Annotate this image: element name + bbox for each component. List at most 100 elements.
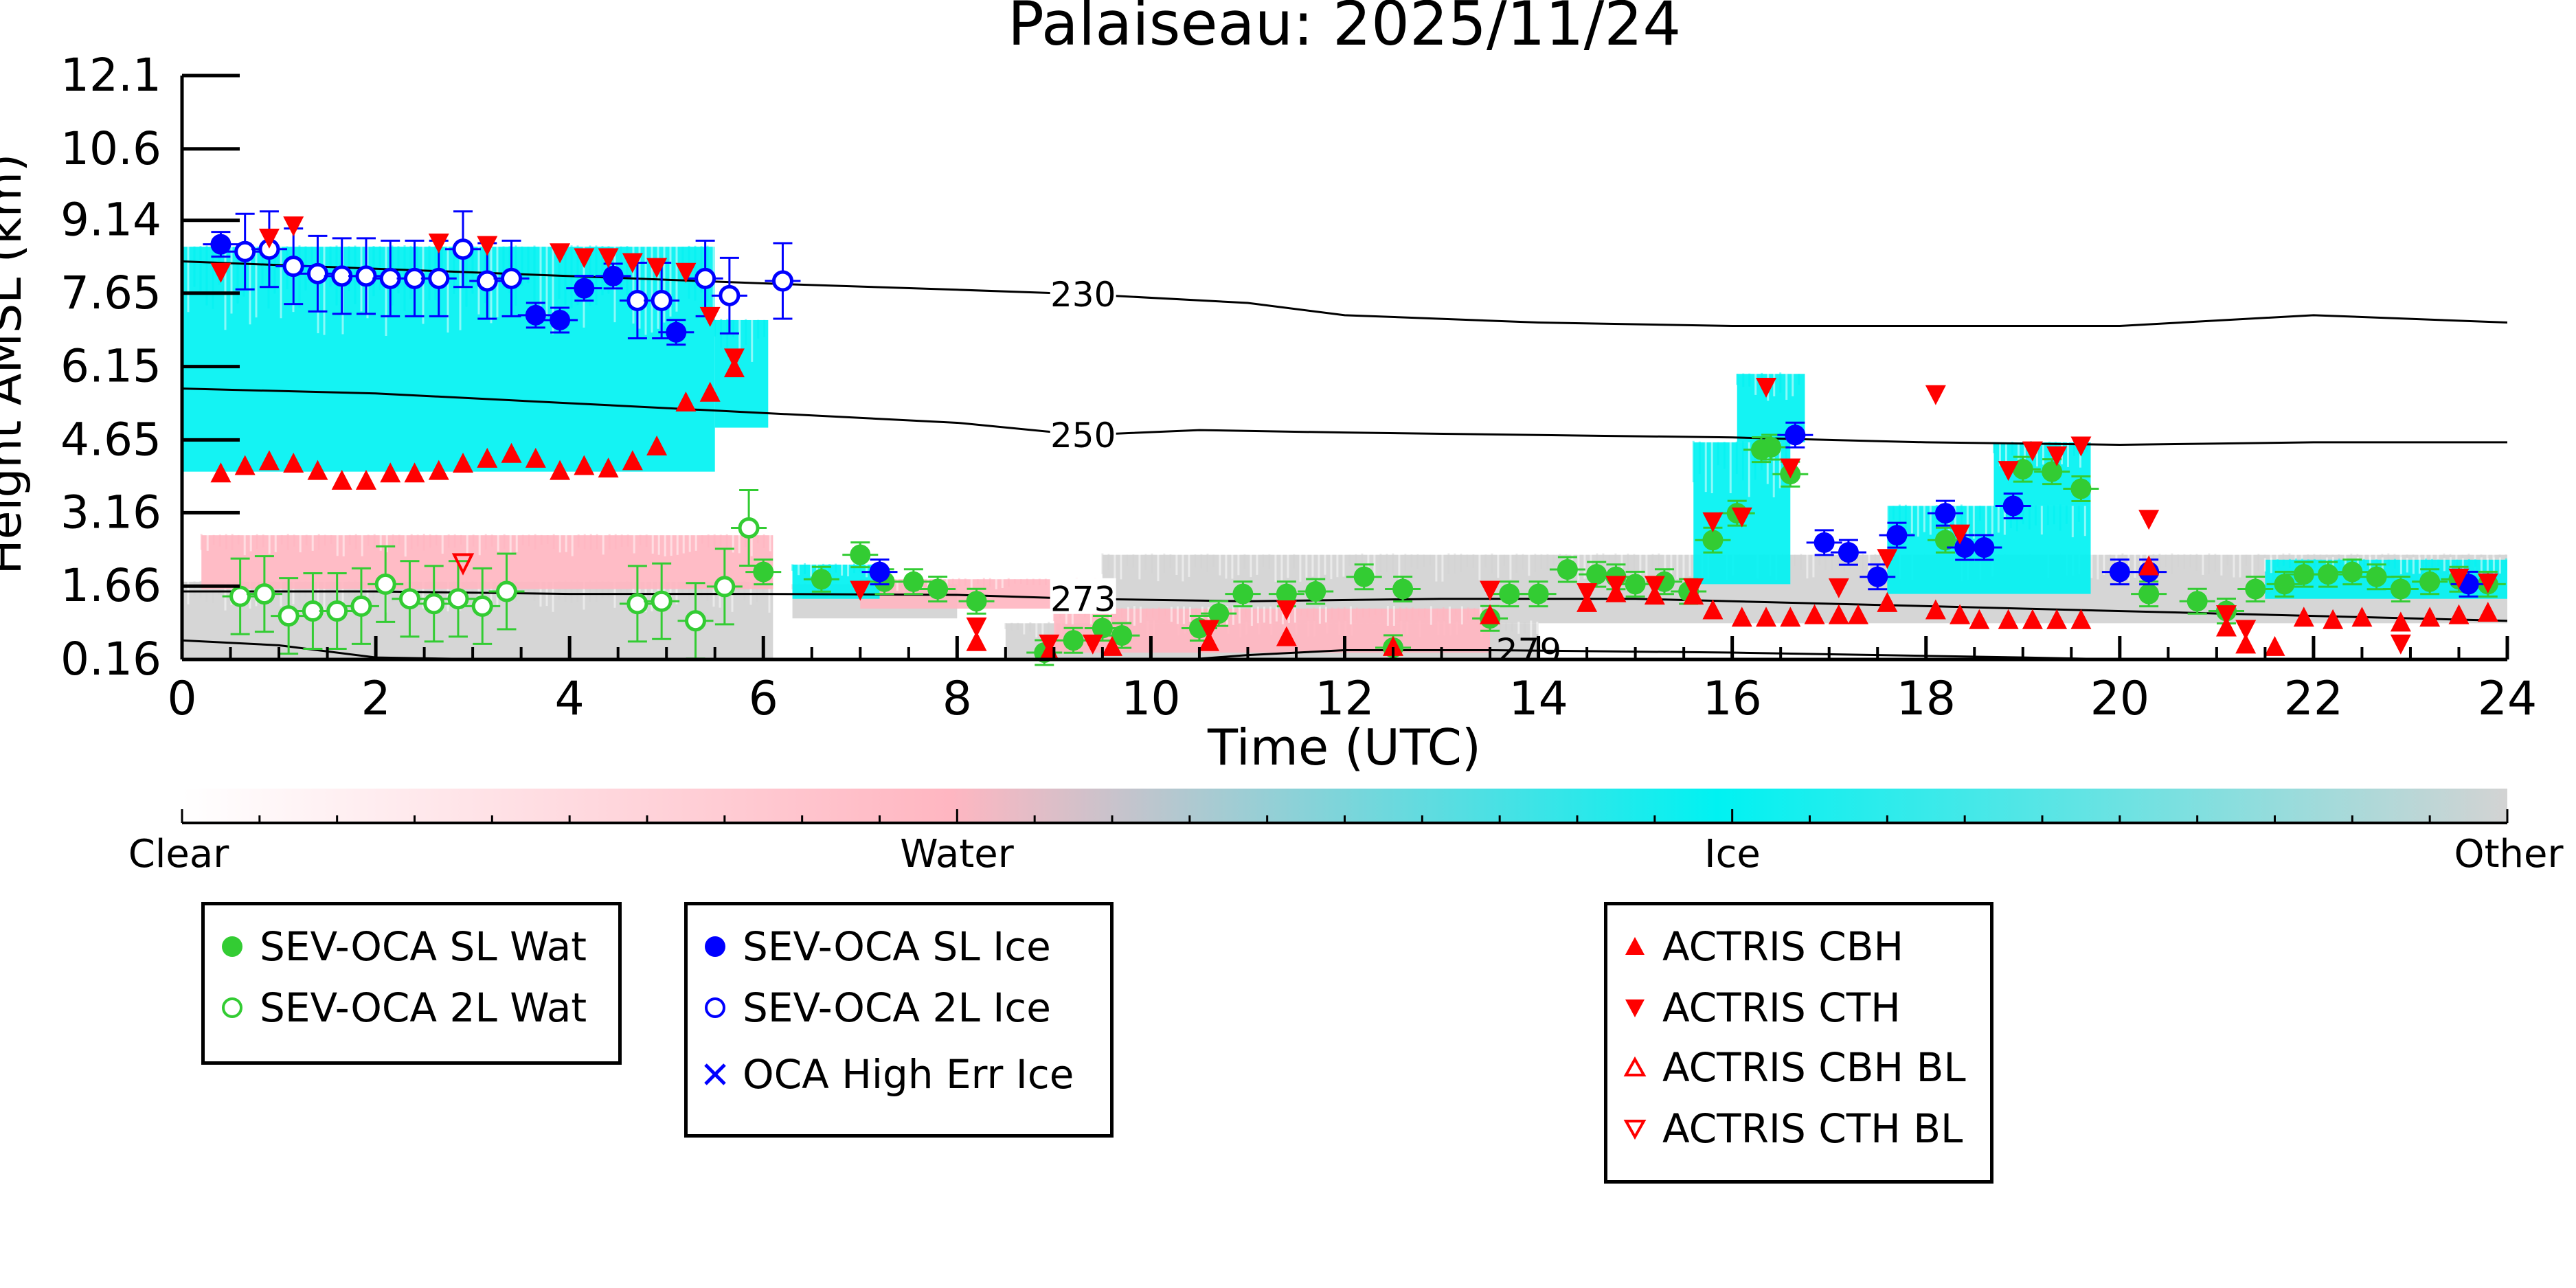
data-point (2138, 510, 2160, 530)
x-tick-label: 20 (2090, 672, 2150, 726)
data-point (1702, 599, 1724, 620)
data-point (626, 289, 648, 311)
data-point (2012, 459, 2033, 480)
data-point (927, 578, 949, 600)
data-point (651, 289, 673, 311)
data-point (331, 469, 352, 490)
data-point (1934, 503, 1956, 524)
data-point (2138, 583, 2160, 605)
data-point (282, 256, 304, 278)
data-point (1480, 580, 1501, 601)
data-point (453, 452, 474, 473)
isotherm-label-bg (1050, 273, 1116, 310)
data-point (210, 262, 231, 283)
data-point (2293, 607, 2314, 627)
data-point (1625, 574, 1646, 595)
legend-water: SEV-OCA SL Wat SEV-OCA 2L Wat (201, 902, 622, 1065)
data-point (1969, 609, 1990, 629)
data-point (574, 248, 595, 269)
isotherm-250 (182, 387, 2507, 446)
data-point (1199, 620, 1220, 640)
data-point (2046, 446, 2068, 466)
isotherm-label-bg (1050, 414, 1116, 451)
data-point (574, 278, 595, 299)
data-point (302, 600, 324, 622)
data-point (234, 455, 256, 475)
x-axis-label: Time (UTC) (1207, 719, 1481, 776)
data-point (2342, 561, 2363, 583)
data-point (477, 236, 498, 256)
data-point (550, 309, 571, 330)
data-point (379, 267, 401, 289)
data-point (694, 267, 716, 289)
data-point (1208, 603, 1230, 624)
data-point (723, 348, 745, 369)
data-point (1039, 634, 1060, 655)
data-point (1111, 625, 1133, 646)
data-point (1557, 559, 1578, 580)
data-point (2293, 564, 2314, 585)
data-point (699, 381, 721, 402)
data-point (1998, 461, 2019, 482)
data-point (2448, 568, 2470, 589)
data-point (602, 265, 624, 286)
colorbar-label-water: Water (900, 832, 1015, 877)
data-point (283, 452, 304, 473)
data-point (258, 228, 280, 249)
data-point (2245, 578, 2266, 600)
isotherm-label: 273 (1050, 580, 1116, 620)
axes: 0 2 4 6 8 10 12 14 16 18 20 22 240.161.663.164.656.1… (60, 49, 2537, 726)
data-point (1867, 566, 1888, 587)
legend-item: ACTRIS CTH BL (1607, 1105, 1963, 1152)
data-point (404, 462, 425, 483)
data-point (811, 569, 832, 590)
legend-actris: ACTRIS CBH ACTRIS CTH ACTRIS CBH BL ACTR… (1604, 902, 1993, 1184)
x-tick-label: 2 (361, 672, 390, 726)
data-point (2448, 604, 2470, 624)
data-point (966, 591, 987, 612)
legend-item: SEV-OCA 2L Ice (688, 984, 1051, 1031)
data-point (626, 593, 648, 615)
data-point (1276, 583, 1297, 605)
data-point (355, 469, 376, 490)
data-point (1925, 599, 1946, 620)
legend-item: ACTRIS CTH (1607, 984, 1901, 1031)
data-point (229, 585, 251, 607)
data-point (451, 553, 475, 576)
data-point (2390, 634, 2411, 655)
data-point (1780, 458, 1801, 479)
data-point (2390, 578, 2411, 600)
data-point (550, 243, 571, 264)
triangle-down-icon (1607, 994, 1662, 1021)
x-tick-label: 14 (1509, 672, 1568, 726)
data-point (278, 605, 300, 627)
data-point (2046, 609, 2068, 629)
colorbar-label-ice: Ice (1704, 832, 1761, 877)
x-tick-label: 0 (167, 672, 196, 726)
data-point (525, 447, 546, 468)
x-tick-label: 8 (942, 672, 972, 726)
data-point (2264, 635, 2285, 656)
data-point (2390, 611, 2411, 632)
legend-item-label: SEV-OCA SL Wat (260, 923, 587, 970)
data-point (501, 267, 523, 289)
data-point (428, 234, 449, 254)
data-point (1232, 583, 1254, 605)
data-point (452, 238, 474, 260)
data-point (210, 462, 231, 483)
y-tick-label: 4.65 (60, 413, 161, 466)
x-tick-label: 4 (555, 672, 585, 726)
data-point (423, 593, 445, 615)
data-point (1586, 564, 1607, 585)
data-point (1877, 549, 1898, 569)
data-point (598, 248, 619, 269)
filled-circle-icon (688, 933, 743, 960)
data-point (1756, 378, 1777, 398)
data-point (622, 253, 643, 273)
data-point (1383, 635, 1404, 656)
x-tick-label: 18 (1896, 672, 1956, 726)
data-point (622, 450, 643, 471)
data-point (651, 590, 673, 612)
data-point (1605, 576, 1627, 596)
data-point (1731, 507, 1752, 528)
